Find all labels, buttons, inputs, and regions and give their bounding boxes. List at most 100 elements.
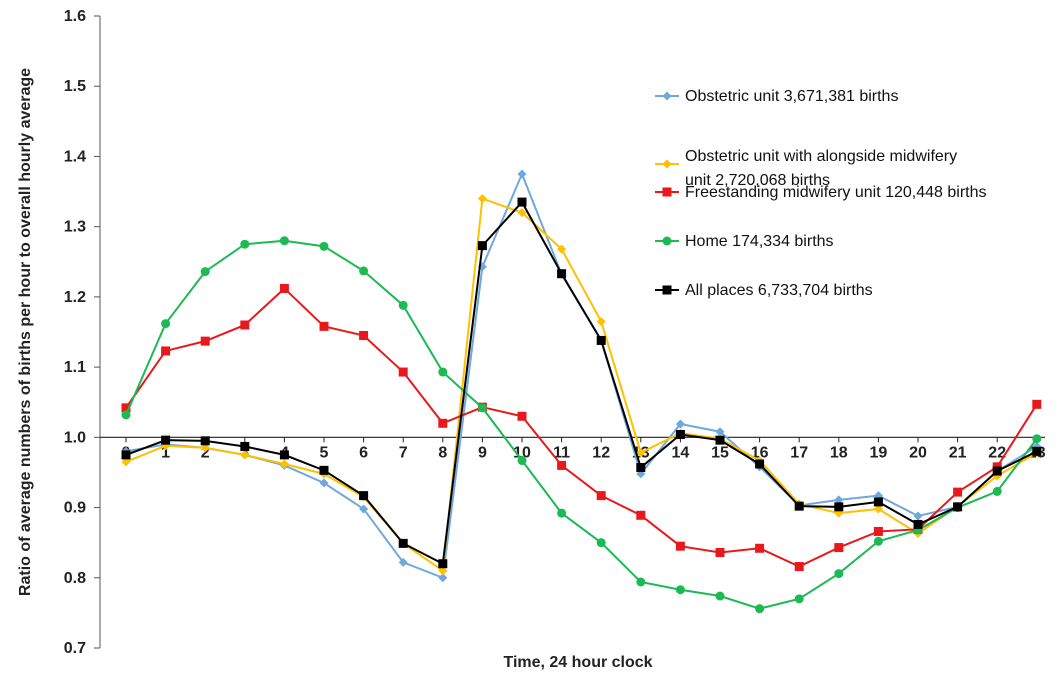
data-point [636,448,646,458]
data-point [398,300,408,310]
data-point [557,508,567,518]
data-point [675,541,685,551]
x-tick-label: 5 [320,444,329,461]
legend-label: Home 174,334 births [685,233,834,250]
data-point [715,427,725,437]
data-point [438,418,448,428]
legend-item: Obstetric unit with alongside midwifery u… [655,148,957,189]
y-tick-label: 1.3 [64,219,86,236]
data-point [200,267,210,277]
legend-marker [662,91,672,101]
data-point [596,335,606,345]
x-tick-label: 6 [359,444,368,461]
data-point [873,536,883,546]
x-tick-label: 9 [478,444,487,461]
series-0 [121,169,1042,583]
x-tick-label: 18 [830,444,848,461]
legend-label: Freestanding midwifery unit 120,448 birt… [685,184,987,201]
x-tick-label: 8 [438,444,447,461]
legend-item: All places 6,733,704 births [655,282,873,299]
x-tick-label: 17 [790,444,808,461]
legend-marker [662,159,672,169]
data-point [319,465,329,475]
data-point [675,419,685,429]
data-point [873,504,883,514]
data-point [834,569,844,579]
legend: Obstetric unit 3,671,381 births Obstetric… [655,88,987,299]
data-point [161,346,171,356]
data-point [596,491,606,501]
legend-marker [662,187,672,197]
data-point [319,241,329,251]
data-point [675,585,685,595]
data-point [992,486,1002,496]
data-point [200,436,210,446]
x-tick-label: 14 [672,444,690,461]
data-point [834,543,844,553]
data-point [794,594,804,604]
data-point [398,538,408,548]
data-point [1032,434,1042,444]
data-point [873,526,883,536]
data-point [200,443,210,453]
y-tick-label: 1.1 [64,359,86,376]
x-tick-label: 22 [988,444,1006,461]
data-point [755,604,765,614]
x-axis-title: Time, 24 hour clock [503,654,652,671]
data-point [953,487,963,497]
data-point [715,547,725,557]
data-point [517,169,527,179]
data-point [1032,399,1042,409]
data-point [279,283,289,293]
data-point [477,241,487,251]
x-tick-label: 1 [161,444,170,461]
series-line [125,239,1038,610]
data-point [953,502,963,512]
series-4 [121,197,1042,569]
legend-label: Obstetric unit with alongside midwifery u… [685,148,957,189]
y-tick-label: 0.8 [64,570,86,587]
data-point [161,319,171,329]
y-tick-label: 0.7 [64,640,86,657]
series-line [125,200,1038,566]
data-point [596,316,606,326]
data-point [557,244,567,254]
data-point [517,456,527,466]
legend-label: All places 6,733,704 births [685,282,873,299]
y-tick-label: 1.4 [64,148,86,165]
legend-item: Home 174,334 births [655,233,834,250]
series-1 [121,194,1042,576]
data-point [636,577,646,587]
data-point [755,543,765,553]
data-point [240,450,250,460]
data-point [240,441,250,451]
data-point [715,435,725,445]
data-point [240,320,250,330]
data-point [121,457,131,467]
data-point [359,491,369,501]
y-tick-label: 1.6 [64,8,86,25]
series-line [125,171,1038,580]
legend-item: Obstetric unit 3,671,381 births [655,88,898,105]
data-point [715,591,725,601]
data-point [557,269,567,279]
data-point [794,562,804,572]
data-point [596,538,606,548]
y-tick-label: 1.0 [64,429,86,446]
series-layer [121,169,1042,614]
x-tick-label: 7 [399,444,408,461]
x-tick-label: 19 [870,444,888,461]
data-point [557,460,567,470]
series-3 [121,236,1042,614]
data-point [279,236,289,246]
x-tick-label: 10 [513,444,531,461]
data-point [121,450,131,460]
data-point [319,321,329,331]
y-axis: 0.7 0.8 0.9 1.0 1.1 1.2 1.3 1.4 1.5 1.6 [64,8,101,657]
data-point [398,367,408,377]
data-point [438,559,448,569]
data-point [755,459,765,469]
data-point [438,367,448,377]
x-tick-label: 20 [909,444,927,461]
data-point [913,519,923,529]
